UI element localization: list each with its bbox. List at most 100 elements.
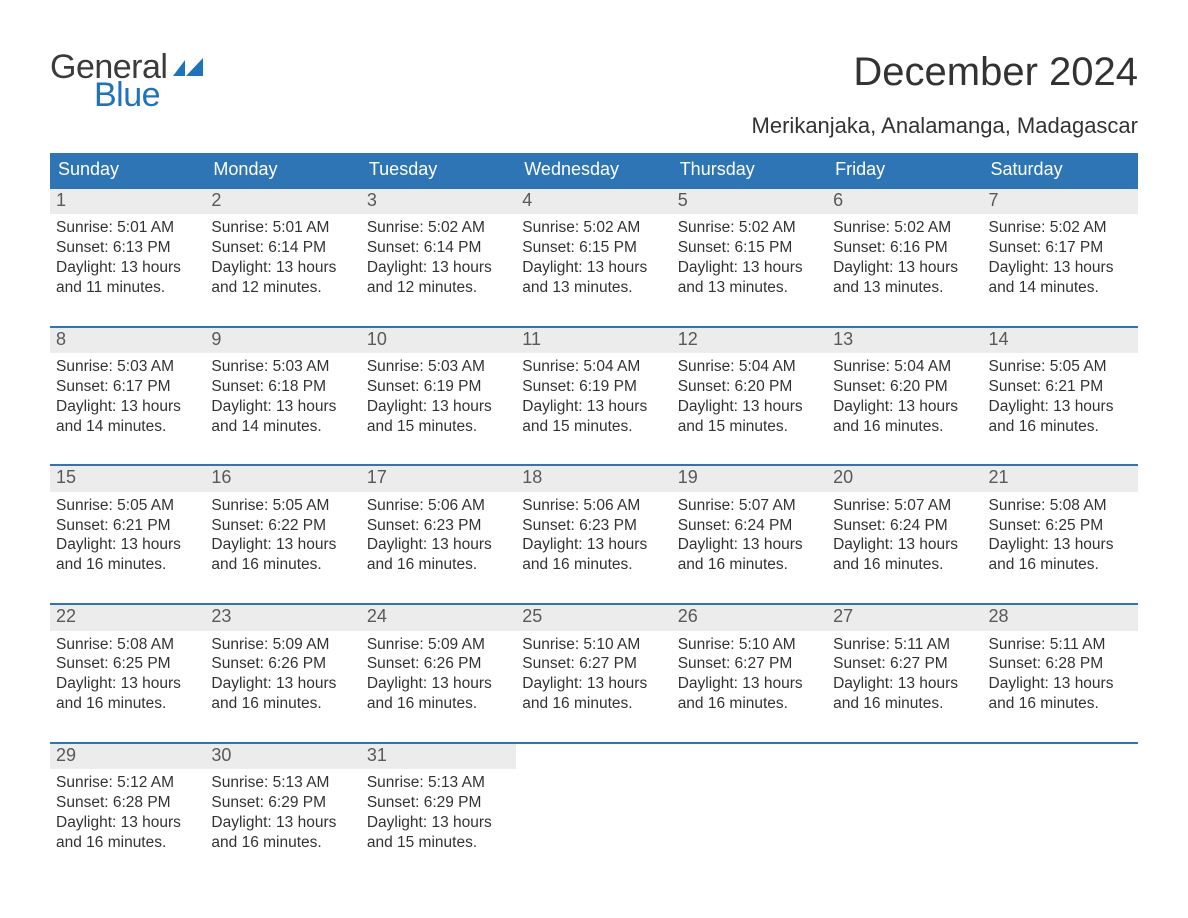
- sunset-text: Sunset: 6:17 PM: [56, 377, 199, 397]
- day-number: [827, 744, 982, 769]
- sunrise-text: Sunrise: 5:06 AM: [367, 496, 510, 516]
- header: General Blue December 2024 Merikanjaka, …: [50, 50, 1138, 139]
- sunset-text: Sunset: 6:20 PM: [678, 377, 821, 397]
- day-body: Sunrise: 5:03 AMSunset: 6:18 PMDaylight:…: [205, 353, 360, 436]
- daylight-line2: and 16 minutes.: [56, 833, 199, 853]
- day-number: 3: [361, 189, 516, 214]
- day-number: 25: [516, 605, 671, 630]
- daylight-line2: and 14 minutes.: [56, 417, 199, 437]
- sunrise-text: Sunrise: 5:13 AM: [211, 773, 354, 793]
- weekday-header: Sunday: [50, 153, 205, 187]
- day-number: 18: [516, 466, 671, 491]
- day-body: Sunrise: 5:02 AMSunset: 6:14 PMDaylight:…: [361, 214, 516, 297]
- sunrise-text: Sunrise: 5:09 AM: [211, 635, 354, 655]
- daylight-line1: Daylight: 13 hours: [989, 258, 1132, 278]
- daylight-line2: and 16 minutes.: [833, 694, 976, 714]
- day-number: 21: [983, 466, 1138, 491]
- daylight-line1: Daylight: 13 hours: [522, 535, 665, 555]
- day-cell: 8Sunrise: 5:03 AMSunset: 6:17 PMDaylight…: [50, 328, 205, 437]
- day-number: [516, 744, 671, 769]
- day-number: 13: [827, 328, 982, 353]
- sunrise-text: Sunrise: 5:02 AM: [678, 218, 821, 238]
- day-body: Sunrise: 5:05 AMSunset: 6:21 PMDaylight:…: [50, 492, 205, 575]
- daylight-line1: Daylight: 13 hours: [522, 674, 665, 694]
- logo: General Blue: [50, 50, 203, 112]
- day-number: 2: [205, 189, 360, 214]
- daylight-line1: Daylight: 13 hours: [367, 258, 510, 278]
- daylight-line1: Daylight: 13 hours: [56, 535, 199, 555]
- sunrise-text: Sunrise: 5:01 AM: [211, 218, 354, 238]
- sunrise-text: Sunrise: 5:08 AM: [989, 496, 1132, 516]
- day-number: 26: [672, 605, 827, 630]
- day-number: 30: [205, 744, 360, 769]
- day-number: 24: [361, 605, 516, 630]
- sunset-text: Sunset: 6:24 PM: [678, 516, 821, 536]
- day-body: Sunrise: 5:13 AMSunset: 6:29 PMDaylight:…: [361, 769, 516, 852]
- sunset-text: Sunset: 6:23 PM: [367, 516, 510, 536]
- day-cell: 24Sunrise: 5:09 AMSunset: 6:26 PMDayligh…: [361, 605, 516, 714]
- daylight-line1: Daylight: 13 hours: [833, 674, 976, 694]
- sunset-text: Sunset: 6:20 PM: [833, 377, 976, 397]
- daylight-line1: Daylight: 13 hours: [367, 674, 510, 694]
- sunset-text: Sunset: 6:28 PM: [989, 654, 1132, 674]
- day-cell: 17Sunrise: 5:06 AMSunset: 6:23 PMDayligh…: [361, 466, 516, 575]
- daylight-line2: and 14 minutes.: [989, 278, 1132, 298]
- sunset-text: Sunset: 6:21 PM: [989, 377, 1132, 397]
- day-cell: 10Sunrise: 5:03 AMSunset: 6:19 PMDayligh…: [361, 328, 516, 437]
- sunset-text: Sunset: 6:26 PM: [367, 654, 510, 674]
- sunset-text: Sunset: 6:25 PM: [989, 516, 1132, 536]
- sunset-text: Sunset: 6:27 PM: [678, 654, 821, 674]
- week-row: 22Sunrise: 5:08 AMSunset: 6:25 PMDayligh…: [50, 603, 1138, 714]
- day-cell: 6Sunrise: 5:02 AMSunset: 6:16 PMDaylight…: [827, 189, 982, 298]
- daylight-line2: and 12 minutes.: [367, 278, 510, 298]
- sunrise-text: Sunrise: 5:02 AM: [367, 218, 510, 238]
- week-row: 8Sunrise: 5:03 AMSunset: 6:17 PMDaylight…: [50, 326, 1138, 437]
- day-cell: 31Sunrise: 5:13 AMSunset: 6:29 PMDayligh…: [361, 744, 516, 853]
- day-body: Sunrise: 5:08 AMSunset: 6:25 PMDaylight:…: [983, 492, 1138, 575]
- day-body: Sunrise: 5:02 AMSunset: 6:15 PMDaylight:…: [516, 214, 671, 297]
- weekday-header: Wednesday: [516, 153, 671, 187]
- daylight-line1: Daylight: 13 hours: [56, 813, 199, 833]
- sunset-text: Sunset: 6:16 PM: [833, 238, 976, 258]
- day-number: 9: [205, 328, 360, 353]
- sunrise-text: Sunrise: 5:02 AM: [833, 218, 976, 238]
- day-body: Sunrise: 5:10 AMSunset: 6:27 PMDaylight:…: [672, 631, 827, 714]
- day-cell: 19Sunrise: 5:07 AMSunset: 6:24 PMDayligh…: [672, 466, 827, 575]
- day-body: Sunrise: 5:06 AMSunset: 6:23 PMDaylight:…: [516, 492, 671, 575]
- sunset-text: Sunset: 6:28 PM: [56, 793, 199, 813]
- daylight-line2: and 16 minutes.: [989, 694, 1132, 714]
- day-cell: [672, 744, 827, 853]
- day-cell: 16Sunrise: 5:05 AMSunset: 6:22 PMDayligh…: [205, 466, 360, 575]
- sunset-text: Sunset: 6:27 PM: [522, 654, 665, 674]
- sunset-text: Sunset: 6:14 PM: [211, 238, 354, 258]
- day-cell: [983, 744, 1138, 853]
- daylight-line2: and 16 minutes.: [989, 555, 1132, 575]
- day-number: 5: [672, 189, 827, 214]
- sunrise-text: Sunrise: 5:13 AM: [367, 773, 510, 793]
- sunrise-text: Sunrise: 5:11 AM: [989, 635, 1132, 655]
- sunset-text: Sunset: 6:23 PM: [522, 516, 665, 536]
- day-number: 16: [205, 466, 360, 491]
- daylight-line1: Daylight: 13 hours: [56, 397, 199, 417]
- day-body: Sunrise: 5:05 AMSunset: 6:22 PMDaylight:…: [205, 492, 360, 575]
- day-number: 27: [827, 605, 982, 630]
- daylight-line2: and 13 minutes.: [522, 278, 665, 298]
- daylight-line1: Daylight: 13 hours: [367, 813, 510, 833]
- weekday-header: Saturday: [983, 153, 1138, 187]
- sunset-text: Sunset: 6:21 PM: [56, 516, 199, 536]
- day-cell: 14Sunrise: 5:05 AMSunset: 6:21 PMDayligh…: [983, 328, 1138, 437]
- day-number: 11: [516, 328, 671, 353]
- location: Merikanjaka, Analamanga, Madagascar: [752, 113, 1138, 139]
- day-number: 1: [50, 189, 205, 214]
- day-cell: 29Sunrise: 5:12 AMSunset: 6:28 PMDayligh…: [50, 744, 205, 853]
- sunset-text: Sunset: 6:19 PM: [522, 377, 665, 397]
- sunrise-text: Sunrise: 5:08 AM: [56, 635, 199, 655]
- title-block: December 2024 Merikanjaka, Analamanga, M…: [752, 50, 1138, 139]
- weekday-header: Monday: [205, 153, 360, 187]
- sunrise-text: Sunrise: 5:03 AM: [211, 357, 354, 377]
- sunrise-text: Sunrise: 5:04 AM: [522, 357, 665, 377]
- week-row: 15Sunrise: 5:05 AMSunset: 6:21 PMDayligh…: [50, 464, 1138, 575]
- day-number: 28: [983, 605, 1138, 630]
- daylight-line2: and 16 minutes.: [367, 694, 510, 714]
- day-cell: 20Sunrise: 5:07 AMSunset: 6:24 PMDayligh…: [827, 466, 982, 575]
